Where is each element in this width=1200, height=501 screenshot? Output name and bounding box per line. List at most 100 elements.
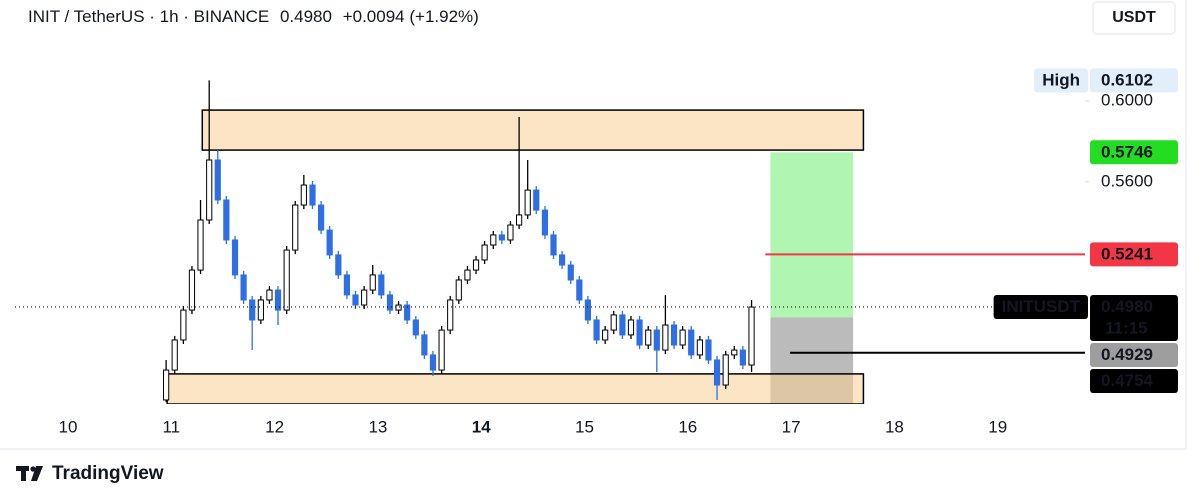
- candle: [705, 335, 712, 365]
- candle: [326, 226, 333, 259]
- price-tag-value: 0.6102: [1101, 70, 1153, 89]
- last-price: 0.4980: [280, 7, 332, 26]
- price-tag-value: 0.4754: [1101, 371, 1154, 390]
- candle: [404, 300, 411, 325]
- candle: [163, 359, 170, 402]
- candle: [593, 315, 600, 345]
- candle: [739, 346, 746, 370]
- candle-body: [240, 274, 247, 301]
- candle: [188, 266, 196, 315]
- price-tag-label-bg: [1034, 68, 1088, 93]
- currency-button[interactable]: [1092, 1, 1176, 35]
- candle-body: [705, 339, 712, 361]
- candle: [300, 174, 307, 210]
- candle: [206, 80, 213, 225]
- candle-body: [266, 289, 273, 301]
- candle: [309, 180, 316, 210]
- candle-body: [386, 294, 394, 311]
- candle-body: [739, 349, 746, 366]
- candle: [524, 159, 531, 219]
- candle: [214, 150, 221, 205]
- candle-body: [180, 309, 187, 341]
- price-tag: [1090, 140, 1178, 165]
- candle-body: [188, 269, 196, 311]
- x-tick-label: 18: [885, 417, 904, 436]
- candle: [171, 335, 178, 375]
- candle-body: [602, 329, 609, 341]
- candle-body: [171, 339, 178, 371]
- candle: [507, 220, 514, 245]
- candle-body: [610, 314, 617, 331]
- candle-body: [576, 279, 583, 301]
- candle-body: [593, 319, 600, 341]
- candle: [731, 346, 738, 359]
- candle-body: [636, 319, 643, 346]
- price-tag-value: 0.4980: [1101, 297, 1153, 316]
- candle: [378, 270, 385, 299]
- candle-body: [421, 334, 428, 356]
- price-tag-label-bg: [993, 295, 1088, 320]
- logo-part: [30, 466, 36, 472]
- candle: [610, 310, 617, 335]
- candle-body: [670, 324, 678, 346]
- candle: [481, 240, 488, 265]
- candle: [335, 250, 342, 279]
- plot-area: [163, 80, 865, 404]
- candle-body: [343, 274, 351, 296]
- candle-body: [748, 306, 755, 366]
- candle: [429, 350, 437, 376]
- x-tick-label: 14: [472, 417, 491, 436]
- candle-body: [163, 369, 170, 401]
- candle-body: [378, 274, 385, 296]
- candle: [274, 286, 282, 326]
- candle: [722, 350, 729, 390]
- candle: [645, 326, 652, 350]
- candle-body: [490, 234, 497, 246]
- x-tick-label: 16: [678, 417, 697, 436]
- candle: [464, 266, 471, 285]
- x-tick-label: 15: [575, 417, 594, 436]
- candle: [421, 330, 428, 359]
- candle: [576, 275, 583, 305]
- currency-label[interactable]: USDT: [1112, 9, 1156, 26]
- candle-body: [352, 294, 359, 306]
- candle-body: [472, 259, 480, 271]
- candle: [696, 335, 703, 359]
- candle: [257, 295, 264, 325]
- candle: [662, 294, 669, 355]
- candle-body: [361, 289, 368, 306]
- candle: [567, 260, 574, 285]
- candle: [249, 295, 256, 351]
- candle: [438, 326, 445, 375]
- y-tick-label: 0.6000: [1101, 90, 1153, 109]
- candle-body: [231, 239, 239, 276]
- candle-body: [335, 254, 342, 276]
- price-tag-label: High: [1042, 70, 1080, 89]
- candle-body: [679, 329, 686, 346]
- candle: [688, 326, 695, 359]
- candle: [412, 315, 419, 339]
- candle-body: [722, 354, 729, 386]
- candle-body: [507, 224, 514, 241]
- price-tag: [1090, 343, 1178, 368]
- candle-body: [214, 159, 221, 201]
- candle-body: [369, 274, 376, 291]
- candle: [558, 250, 566, 270]
- candle-body: [627, 319, 635, 336]
- logo-part: [31, 466, 43, 481]
- candle-body: [404, 304, 411, 321]
- zone: [770, 152, 854, 318]
- symbol: INIT / TetherUS · 1h · BINANCE: [28, 7, 269, 26]
- candle-body: [550, 234, 557, 256]
- zone: [201, 109, 865, 151]
- candle: [180, 306, 187, 345]
- candle-body: [326, 229, 333, 256]
- candle-body: [206, 159, 213, 221]
- candle: [447, 295, 454, 335]
- candle-body: [524, 189, 531, 216]
- candle: [455, 275, 462, 305]
- candle-body: [223, 199, 230, 241]
- x-tick-label: 12: [265, 417, 284, 436]
- candle-body: [645, 329, 652, 346]
- candle-body: [696, 339, 703, 356]
